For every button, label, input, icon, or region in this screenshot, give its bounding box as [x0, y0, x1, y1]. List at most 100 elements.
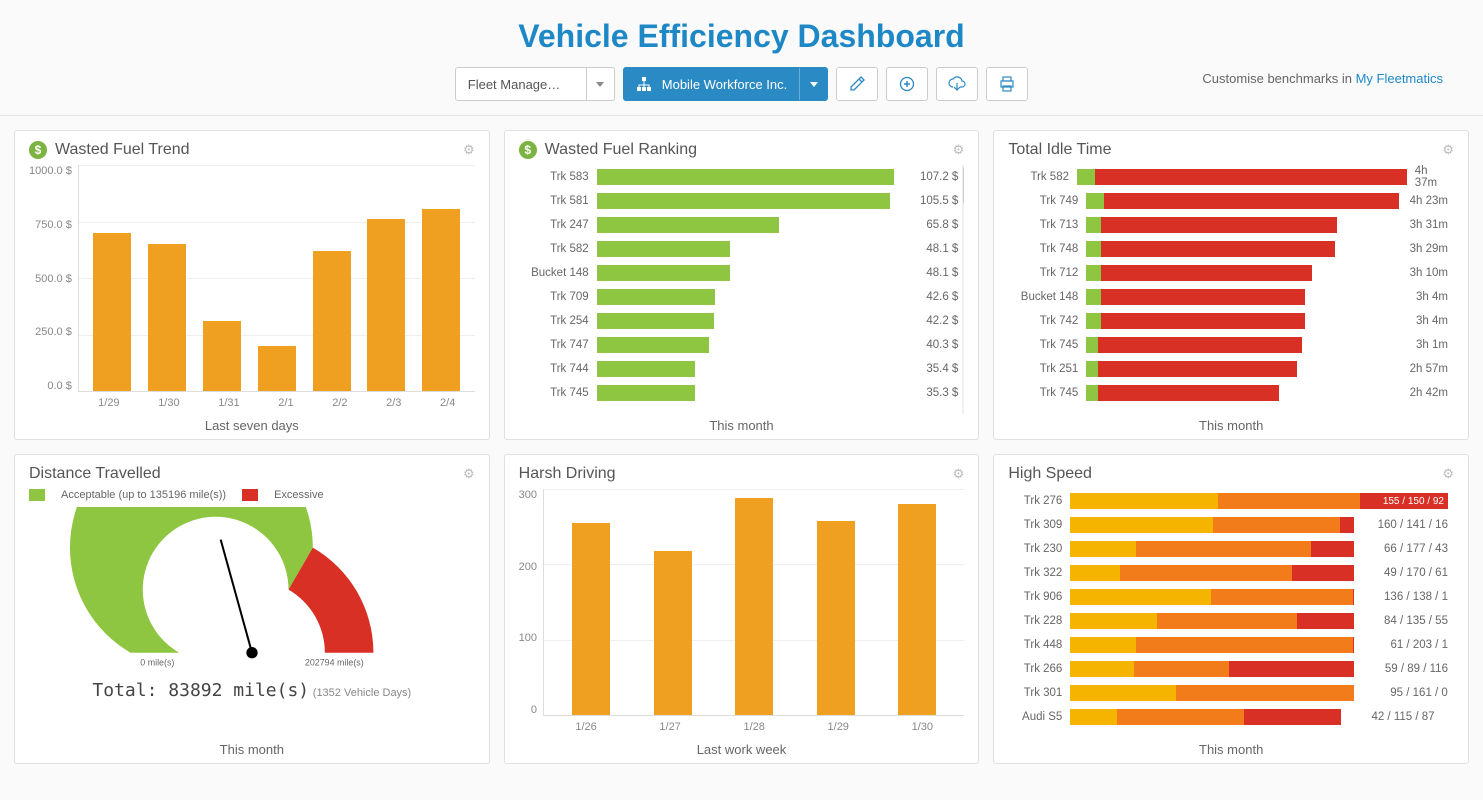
- idle-seg-acceptable: [1086, 385, 1098, 401]
- idle-row: Trk 745 3h 1m: [1008, 333, 1448, 357]
- hs-seg-b: [1120, 565, 1292, 581]
- cloud-download-icon: [948, 76, 966, 92]
- hs-seg-a: [1070, 661, 1133, 677]
- bar: [735, 498, 773, 715]
- idle-time: 2h 57m: [1410, 363, 1448, 375]
- hs-value: 49 / 170 / 61: [1362, 567, 1448, 579]
- rank-row: Trk 583 107.2 $: [519, 165, 959, 189]
- hs-label: Trk 322: [1008, 567, 1062, 579]
- add-button[interactable]: [886, 67, 928, 101]
- rank-label: Trk 709: [519, 291, 589, 303]
- hs-label: Trk 276: [1008, 495, 1062, 507]
- hs-seg-a: [1070, 637, 1135, 653]
- idle-label: Trk 745: [1008, 339, 1078, 351]
- idle-time: 4h 23m: [1410, 195, 1448, 207]
- idle-label: Trk 749: [1008, 195, 1078, 207]
- dollar-badge-icon: $: [29, 141, 47, 159]
- hs-seg-c: [1340, 517, 1354, 533]
- bar: [654, 551, 692, 715]
- org-dropdown[interactable]: Mobile Workforce Inc.: [623, 67, 828, 101]
- idle-bar: [1086, 193, 1399, 209]
- hs-bar: [1070, 637, 1354, 653]
- panel-title: Wasted Fuel Ranking: [545, 141, 945, 159]
- gear-icon[interactable]: ⚙: [463, 466, 475, 482]
- hs-value: 84 / 135 / 55: [1362, 615, 1448, 627]
- dollar-badge-icon: $: [519, 141, 537, 159]
- hs-bar: [1070, 661, 1354, 677]
- scroll-thumb[interactable]: [963, 165, 964, 205]
- hs-seg-b: [1218, 493, 1361, 509]
- idle-label: Trk 742: [1008, 315, 1078, 327]
- idle-seg-excessive: [1101, 241, 1335, 257]
- rank-label: Trk 582: [519, 243, 589, 255]
- hs-label: Trk 301: [1008, 687, 1062, 699]
- hs-value: 61 / 203 / 1: [1362, 639, 1448, 651]
- org-dropdown-caret[interactable]: [799, 68, 827, 100]
- idle-row: Trk 582 4h 37m: [1008, 165, 1448, 189]
- wasted-rank-list: Trk 583 107.2 $Trk 581 105.5 $Trk 247 65…: [519, 165, 965, 414]
- rank-bar: [597, 193, 890, 209]
- idle-row: Bucket 148 3h 4m: [1008, 285, 1448, 309]
- rank-label: Trk 581: [519, 195, 589, 207]
- export-button[interactable]: [936, 67, 978, 101]
- bar: [898, 504, 936, 715]
- rank-row: Trk 581 105.5 $: [519, 189, 959, 213]
- idle-seg-excessive: [1098, 337, 1302, 353]
- rank-label: Trk 747: [519, 339, 589, 351]
- gear-icon[interactable]: ⚙: [953, 466, 965, 482]
- bar: [422, 209, 460, 391]
- gear-icon[interactable]: ⚙: [1442, 142, 1454, 158]
- idle-seg-acceptable: [1086, 265, 1100, 281]
- hs-bar: [1070, 613, 1354, 629]
- gear-icon[interactable]: ⚙: [953, 142, 965, 158]
- idle-seg-excessive: [1095, 169, 1407, 185]
- high-speed-list: Trk 276 155 / 150 / 92 Trk 309 160 / 141…: [1008, 489, 1454, 738]
- hs-seg-b: [1157, 613, 1297, 629]
- rank-label: Trk 254: [519, 315, 589, 327]
- panel-footer: This month: [29, 738, 475, 757]
- idle-row: Trk 748 3h 29m: [1008, 237, 1448, 261]
- hs-label: Trk 448: [1008, 639, 1062, 651]
- rank-bar: [597, 313, 714, 329]
- idle-seg-excessive: [1098, 385, 1279, 401]
- fleet-dropdown-caret[interactable]: [586, 68, 614, 100]
- rank-label: Trk 247: [519, 219, 589, 231]
- idle-bar: [1086, 361, 1297, 377]
- hs-seg-b: [1213, 517, 1339, 533]
- my-fleetmatics-link[interactable]: My Fleetmatics: [1356, 71, 1443, 86]
- bar: [203, 321, 241, 391]
- panel-title: Distance Travelled: [29, 465, 455, 483]
- bar: [313, 251, 351, 391]
- idle-bar: [1086, 313, 1305, 329]
- hs-label: Audi S5: [1008, 711, 1062, 723]
- harsh-chart: 30020010001/261/271/281/291/30: [519, 489, 965, 716]
- gear-icon[interactable]: ⚙: [463, 142, 475, 158]
- idle-label: Bucket 148: [1008, 291, 1078, 303]
- idle-row: Trk 749 4h 23m: [1008, 189, 1448, 213]
- hs-seg-a: [1070, 517, 1213, 533]
- rank-value: 107.2 $: [902, 171, 958, 183]
- idle-row: Trk 712 3h 10m: [1008, 261, 1448, 285]
- hs-seg-a: [1070, 493, 1217, 509]
- idle-time: 3h 29m: [1410, 243, 1448, 255]
- hs-seg-b: [1136, 637, 1353, 653]
- rank-row: Trk 744 35.4 $: [519, 357, 959, 381]
- hs-seg-b: [1176, 685, 1354, 701]
- scroll-track[interactable]: [962, 165, 964, 414]
- rank-value: 105.5 $: [902, 195, 958, 207]
- gauge-total: Total: 83892 mile(s): [92, 680, 309, 701]
- idle-time: 3h 10m: [1410, 267, 1448, 279]
- rank-bar: [597, 217, 780, 233]
- hs-seg-b: [1136, 541, 1312, 557]
- print-button[interactable]: [986, 67, 1028, 101]
- rank-row: Trk 582 48.1 $: [519, 237, 959, 261]
- idle-time: 2h 42m: [1410, 387, 1448, 399]
- hs-seg-b: [1117, 709, 1244, 725]
- idle-bar: [1086, 289, 1305, 305]
- fleet-dropdown[interactable]: Fleet Manage…: [455, 67, 615, 101]
- edit-button[interactable]: [836, 67, 878, 101]
- gear-icon[interactable]: ⚙: [1442, 466, 1454, 482]
- page-title: Vehicle Efficiency Dashboard: [0, 0, 1483, 67]
- hs-bar: [1070, 685, 1354, 701]
- hs-seg-a: [1070, 685, 1175, 701]
